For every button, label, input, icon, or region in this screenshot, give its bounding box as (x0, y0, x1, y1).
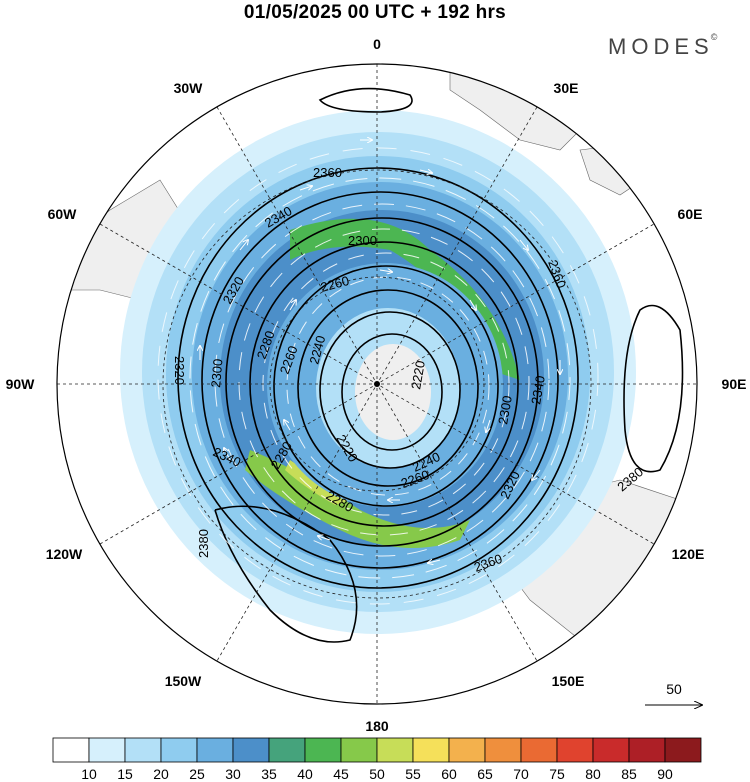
colorbar-tick-label: 90 (657, 766, 673, 782)
colorbar-swatch (124, 737, 162, 763)
colorbar-swatch (628, 737, 666, 763)
colorbar-swatch (88, 737, 126, 763)
lon-label-90w: 90W (6, 376, 36, 392)
colorbar-tick-label: 50 (369, 766, 385, 782)
lon-label-120w: 120W (46, 546, 83, 562)
reference-vector: 50 (645, 681, 702, 705)
colorbar-tick-label: 35 (261, 766, 277, 782)
colorbar-tick-label: 20 (153, 766, 169, 782)
colorbar-tick-label: 80 (585, 766, 601, 782)
colorbar-tick-label: 85 (621, 766, 637, 782)
contour-label: 2320 (172, 356, 187, 385)
lon-label-60e: 60E (678, 206, 703, 222)
colorbar-swatch (484, 737, 522, 763)
contour-label: 2220 (408, 359, 428, 390)
map-title: 01/05/2025 00 UTC + 192 hrs (243, 2, 507, 23)
colorbar-tick-label: 60 (441, 766, 457, 782)
contour-label: 2340 (528, 374, 548, 405)
colorbar-swatch (52, 737, 90, 763)
lon-label-120e: 120E (672, 546, 705, 562)
lon-label-90e: 90E (722, 376, 747, 392)
colorbar-tick-label: 30 (225, 766, 241, 782)
colorbar-tick-label: 10 (81, 766, 97, 782)
colorbar-swatch (304, 737, 342, 763)
colorbar-swatch (376, 737, 414, 763)
map-field: 2360 2340 2320 2300 2280 2260 2240 2220 … (57, 64, 697, 704)
colorbar-tick-label: 75 (549, 766, 565, 782)
colorbar-swatch (664, 737, 702, 763)
lon-label-30e: 30E (554, 80, 579, 96)
copyright-mark: © (710, 32, 718, 42)
reference-vector-label: 50 (666, 681, 682, 697)
brand-logo: MODES© (608, 32, 720, 60)
colorbar-tick-label: 15 (117, 766, 133, 782)
lon-label-30w: 30W (174, 80, 204, 96)
colorbar-tick-label: 55 (405, 766, 421, 782)
colorbar-tick-label: 25 (189, 766, 205, 782)
colorbar-tick-label: 65 (477, 766, 493, 782)
lon-label-0: 0 (373, 36, 381, 52)
contour-label: 2300 (208, 358, 225, 388)
contour-label: 2360 (313, 165, 342, 180)
colorbar-swatch (232, 737, 270, 763)
colorbar-swatch (196, 737, 234, 763)
wind-vectors (157, 140, 599, 605)
colorbar-swatch (520, 737, 558, 763)
brand-text: MODES (608, 34, 714, 59)
contour-label: 2300 (348, 233, 377, 248)
colorbar-swatch (160, 737, 198, 763)
contour-label: 2240 (306, 334, 328, 366)
pole-marker (374, 381, 380, 387)
colorbar-swatch (268, 737, 306, 763)
lon-label-60w: 60W (48, 206, 78, 222)
wind-shading (120, 110, 636, 634)
colorbar-tick-label: 40 (297, 766, 313, 782)
colorbar-swatch (412, 737, 450, 763)
longitude-labels: 0 30E 60E 90E 120E 150E 180 150W 120W 90… (6, 36, 747, 734)
contour-labels: 2360 2340 2320 2300 2280 2260 2240 2220 … (172, 165, 646, 575)
colorbar-tick-label: 70 (513, 766, 529, 782)
lon-label-180: 180 (365, 718, 389, 734)
colorbar-swatch (448, 737, 486, 763)
colorbar-tick-label: 45 (333, 766, 349, 782)
lon-label-150w: 150W (165, 673, 202, 689)
contour-label: 2300 (495, 394, 515, 425)
colorbar-swatch (556, 737, 594, 763)
colorbar-swatch (592, 737, 630, 763)
map-boundary (56, 63, 698, 705)
colorbar-swatch (340, 737, 378, 763)
colorbar: 10 15 20 25 30 35 40 45 50 55 60 65 70 75 80 85 90 (52, 737, 702, 782)
contour-label: 2380 (196, 529, 211, 558)
lon-label-150e: 150E (552, 673, 585, 689)
